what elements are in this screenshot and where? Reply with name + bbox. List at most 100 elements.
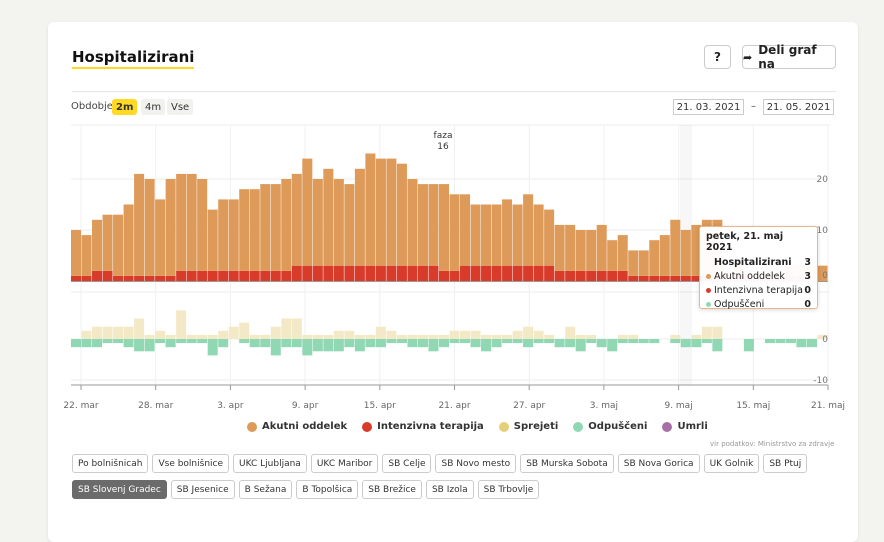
- bar-intenzivna: [249, 270, 260, 281]
- bar-odpusceni: [575, 339, 586, 352]
- hospital-filter-button[interactable]: UK Golnik: [703, 454, 760, 473]
- period-4m-button[interactable]: 4m: [141, 99, 166, 115]
- bar-odpusceni: [239, 339, 250, 344]
- bar-akutni: [249, 189, 260, 271]
- bar-akutni: [123, 204, 134, 276]
- bar-odpusceni: [691, 339, 702, 348]
- bar-sprejeti: [354, 334, 365, 339]
- bar-akutni: [239, 189, 250, 271]
- bar-intenzivna: [607, 270, 618, 281]
- bar-sprejeti: [239, 322, 250, 339]
- bar-akutni: [512, 204, 523, 266]
- bar-odpusceni: [670, 339, 681, 344]
- bar-odpusceni: [354, 339, 365, 352]
- bar-odpusceni: [375, 339, 386, 348]
- bar-odpusceni: [281, 339, 292, 348]
- x-tick-label: 21. maj: [811, 401, 845, 411]
- bar-akutni: [638, 250, 649, 276]
- bar-akutni: [428, 184, 439, 266]
- hospital-filter-button[interactable]: Vse bolnišnice: [152, 454, 230, 473]
- bar-akutni: [481, 204, 492, 266]
- hospital-filter-button[interactable]: SB Izola: [425, 480, 474, 499]
- bar-sprejeti: [512, 330, 523, 339]
- bar-akutni: [407, 179, 418, 266]
- hospital-filter-button[interactable]: SB Ptuj: [763, 454, 808, 473]
- hospital-filter-button[interactable]: SB Brežice: [362, 480, 422, 499]
- bar-odpusceni: [81, 339, 92, 348]
- bar-sprejeti: [670, 334, 681, 339]
- x-tick-label: 15. apr: [364, 401, 396, 411]
- hospital-filter-button[interactable]: SB Nova Gorica: [617, 454, 700, 473]
- legend-item-umrli[interactable]: Umrli: [662, 421, 708, 432]
- bar-akutni: [659, 235, 670, 276]
- bar-sprejeti: [249, 334, 260, 339]
- bar-intenzivna: [680, 275, 691, 281]
- bar-sprejeti: [165, 334, 176, 339]
- hospital-filter-button[interactable]: SB Jesenice: [170, 480, 235, 499]
- bar-sprejeti: [691, 334, 702, 339]
- bar-sprejeti: [197, 334, 208, 339]
- phase-annotation-number: 16: [437, 142, 449, 152]
- bar-odpusceni: [428, 339, 439, 352]
- bar-intenzivna: [312, 265, 323, 281]
- date-to-input[interactable]: 21. 05. 2021: [763, 99, 834, 115]
- bar-sprejeti: [586, 334, 597, 339]
- period-2m-button[interactable]: 2m: [112, 99, 138, 115]
- legend-item-akutni[interactable]: Akutni oddelek: [247, 421, 347, 432]
- bar-odpusceni: [491, 339, 502, 348]
- hospital-filter-button[interactable]: UKC Maribor: [310, 454, 379, 473]
- bar-sprejeti: [544, 334, 555, 339]
- bar-intenzivna: [407, 265, 418, 281]
- bar-akutni: [270, 184, 281, 271]
- bar-odpusceni: [438, 339, 449, 348]
- y-tick-label: 20: [817, 175, 829, 185]
- bar-intenzivna: [375, 265, 386, 281]
- bar-sprejeti: [365, 334, 376, 339]
- bar-intenzivna: [344, 265, 355, 281]
- bar-sprejeti: [375, 326, 386, 339]
- hospital-filter-button[interactable]: B Sežana: [238, 480, 293, 499]
- tooltip-header-value: 3: [804, 256, 811, 268]
- bar-akutni: [438, 184, 449, 271]
- hospital-filter-button[interactable]: B Topolšica: [296, 480, 359, 499]
- legend-item-intenzivna[interactable]: Intenzivna terapija: [362, 421, 484, 432]
- help-button[interactable]: ?: [704, 45, 731, 69]
- bar-odpusceni: [113, 339, 124, 344]
- legend-item-sprejeti[interactable]: Sprejeti: [498, 421, 559, 432]
- x-tick-label: 22. mar: [63, 401, 98, 411]
- tooltip-row-value: 0: [804, 298, 811, 310]
- hospital-filter-button[interactable]: UKC Ljubljana: [233, 454, 307, 473]
- legend-label: Umrli: [677, 421, 708, 432]
- hospital-filter-button[interactable]: SB Trbovlje: [477, 480, 540, 499]
- hospital-filter-button[interactable]: SB Slovenj Gradec: [72, 480, 167, 499]
- bar-akutni: [281, 179, 292, 271]
- tooltip-header-label: Hospitalizirani: [714, 256, 792, 268]
- hospital-filter-button[interactable]: SB Novo mesto: [435, 454, 517, 473]
- bar-odpusceni: [218, 339, 229, 348]
- bar-odpusceni: [617, 339, 628, 344]
- hospitalized-chart[interactable]: 10 20 0 -10 0 22. mar 28. mar 3. apr 9. apr 15. a…: [0, 0, 884, 516]
- bar-intenzivna: [638, 275, 649, 281]
- share-button[interactable]: ➦ Deli graf na: [742, 43, 836, 71]
- legend-label: Sprejeti: [513, 421, 559, 432]
- bar-sprejeti: [470, 330, 481, 339]
- legend-item-odpusceni[interactable]: Odpuščeni: [573, 421, 647, 432]
- bar-akutni: [176, 173, 187, 271]
- bar-akutni: [92, 219, 103, 271]
- bar-odpusceni: [249, 339, 260, 348]
- hospital-filter-button[interactable]: Po bolnišnicah: [72, 454, 149, 473]
- period-all-button[interactable]: Vse: [167, 99, 194, 115]
- bar-akutni: [544, 209, 555, 266]
- bar-akutni: [71, 230, 82, 276]
- tooltip-row-label: Intenzivna terapija: [714, 284, 803, 296]
- bar-odpusceni: [270, 339, 281, 356]
- bar-odpusceni: [638, 339, 649, 344]
- bar-intenzivna: [670, 275, 681, 281]
- hospital-filter-button[interactable]: SB Celje: [382, 454, 432, 473]
- hospital-filter-button[interactable]: SB Murska Sobota: [520, 454, 614, 473]
- bar-sprejeti: [565, 326, 576, 339]
- date-from-input[interactable]: 21. 03. 2021: [673, 99, 744, 115]
- bar-odpusceni: [449, 339, 460, 344]
- bar-intenzivna: [270, 270, 281, 281]
- bar-intenzivna: [481, 265, 492, 281]
